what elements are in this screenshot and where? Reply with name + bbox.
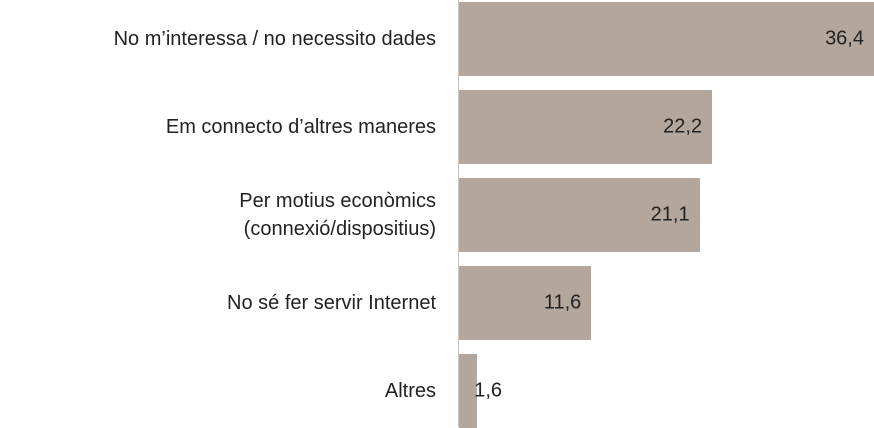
bar: [459, 2, 874, 76]
category-label: Per motius econòmics (connexió/dispositi…: [239, 190, 436, 240]
value-label: 22,2: [663, 115, 703, 138]
value-label: 36,4: [825, 27, 864, 50]
category-label: No sé fer servir Internet: [227, 292, 436, 314]
category-label: Em connecto d’altres maneres: [165, 116, 436, 138]
value-label: 1,6: [474, 379, 503, 402]
value-label: 11,6: [543, 291, 582, 314]
category-label: No m’interessa / no necessito dades: [113, 28, 436, 50]
bar: [459, 354, 478, 428]
bar: [459, 178, 700, 252]
axis-line: [458, 0, 459, 427]
value-label: 21,1: [650, 203, 690, 226]
category-label: Altres: [384, 380, 436, 402]
bar: [459, 266, 592, 340]
bar: [459, 90, 713, 164]
